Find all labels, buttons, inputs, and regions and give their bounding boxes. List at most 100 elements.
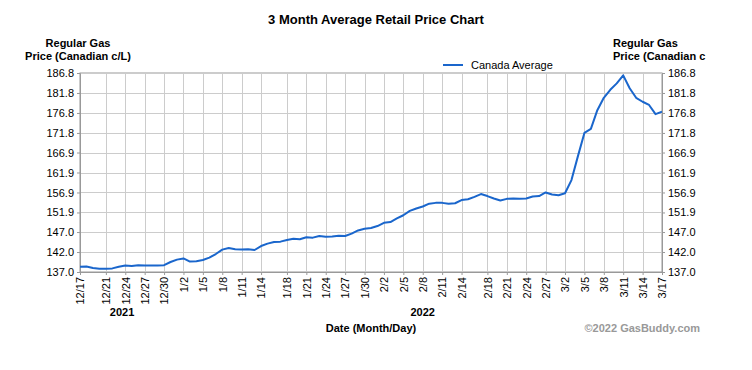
x-tick-label: 12/21 (100, 277, 112, 305)
credit: ©2022 GasBuddy.com (585, 322, 701, 334)
x-tick-label: 1/11 (236, 277, 248, 298)
y2-tick-mark (662, 113, 665, 114)
y2-tick: 176.8 (662, 107, 696, 119)
grid-line-x (326, 73, 327, 272)
y2-tick-mark (662, 93, 665, 94)
grid-line-x (604, 73, 605, 272)
y2-tick-label: 186.8 (668, 67, 696, 79)
y2-tick-label: 161.9 (668, 167, 696, 179)
y-tick: 176.8 (46, 107, 80, 119)
x-tick-label: 3/8 (598, 277, 610, 292)
grid-line-x (261, 73, 262, 272)
y-axis-line (77, 74, 81, 273)
x-tick-label: 2/2 (378, 277, 390, 292)
grid-line-x (345, 73, 346, 272)
y-tick: 181.8 (46, 87, 80, 99)
y2-tick-label: 151.9 (668, 206, 696, 218)
y-tick-label: 166.9 (46, 147, 74, 159)
y-tick: 161.9 (46, 167, 80, 179)
y2-tick-label: 137.0 (668, 266, 696, 278)
grid-line-x (242, 73, 243, 272)
y-tick-mark (77, 113, 80, 114)
grid-line-x (164, 73, 165, 272)
grid-line-x (462, 73, 463, 272)
grid-line-x (546, 73, 547, 272)
x-tick-mark (306, 272, 307, 275)
x-tick-label: 2/24 (521, 277, 533, 298)
y-tick: 137.0 (46, 266, 80, 278)
x-tick-mark (203, 272, 204, 275)
y2-tick-label: 181.8 (668, 87, 696, 99)
x-tick-label: 3/14 (637, 277, 649, 298)
y2-axis: 137.0142.0147.0151.9156.9161.9166.9171.8… (662, 67, 696, 278)
y2-tick: 161.9 (662, 167, 696, 179)
y-axis-title-line: Price (Canadian c/L) (25, 50, 131, 62)
y-tick-label: 176.8 (46, 107, 74, 119)
y-tick-mark (77, 192, 80, 193)
x-tick-mark (442, 272, 443, 275)
x-tick-mark (462, 272, 463, 275)
y2-tick: 151.9 (662, 206, 696, 218)
x-tick-label: 2/21 (501, 277, 513, 298)
x-tick: 12/21 (100, 272, 112, 305)
x-axis-title: Date (Month/Day) (326, 322, 417, 334)
x-tick-label: 1/14 (255, 277, 267, 298)
x-tick: 1/14 (255, 272, 267, 298)
y-tick-mark (77, 93, 80, 94)
x-axis-line (81, 273, 663, 276)
grid-line-y (80, 212, 662, 213)
x-tick-mark (565, 272, 566, 275)
x-tick-label: 1/18 (281, 277, 293, 298)
x-tick: 1/30 (359, 272, 371, 298)
y-tick-mark (77, 133, 80, 134)
x-tick: 2/5 (398, 272, 410, 292)
x-tick: 12/27 (139, 272, 151, 305)
x-tick-mark (80, 272, 81, 275)
y-tick-label: 156.9 (46, 186, 74, 198)
x-tick-label: 3/17 (656, 277, 668, 298)
y-tick-label: 181.8 (46, 87, 74, 99)
y-tick-mark (77, 173, 80, 174)
y-axis: 137.0142.0147.0151.9156.9161.9166.9171.8… (46, 67, 80, 278)
x-tick-mark (623, 272, 624, 275)
y2-tick-label: 147.0 (668, 226, 696, 238)
y-axis-title: Regular GasPrice (Canadian c/L) (25, 37, 131, 62)
x-tick-mark (487, 272, 488, 275)
x-tick: 3/2 (559, 272, 571, 292)
series-line (80, 75, 662, 268)
x-tick: 3/14 (637, 272, 649, 298)
y2-axis-line (663, 74, 666, 273)
x-tick: 2/18 (482, 272, 494, 298)
x-tick: 2/11 (436, 272, 448, 298)
x-tick-mark (403, 272, 404, 275)
y-axis-title-line: Regular Gas (46, 37, 111, 49)
y2-tick: 186.8 (662, 67, 696, 79)
y-tick-label: 137.0 (46, 266, 74, 278)
y2-axis-title-line: Price (Canadian c (613, 50, 705, 62)
grid-line-y (80, 252, 662, 253)
x-tick-mark (326, 272, 327, 275)
y-tick-label: 142.0 (46, 246, 74, 258)
x-tick-label: 1/27 (339, 277, 351, 298)
grid-line-y (80, 192, 662, 193)
x-tick-label: 1/30 (359, 277, 371, 298)
x-tick: 2/2 (378, 272, 390, 292)
chart-container: 137.0142.0147.0151.9156.9161.9166.9171.8… (0, 0, 752, 370)
y2-tick: 166.9 (662, 147, 696, 159)
legend-swatch (443, 64, 463, 66)
y-tick: 166.9 (46, 147, 80, 159)
legend: Canada Average (443, 59, 553, 71)
x-tick-mark (662, 272, 663, 275)
x-tick-mark (643, 272, 644, 275)
grid-line-x (365, 73, 366, 272)
x-tick-label: 1/21 (301, 277, 313, 298)
grid-line-y (80, 73, 662, 74)
y2-tick-mark (662, 232, 665, 233)
x-tick-mark (384, 272, 385, 275)
grid-line-x (403, 73, 404, 272)
x-tick-mark (222, 272, 223, 275)
x-tick-mark (423, 272, 424, 275)
grid-line-x (623, 73, 624, 272)
x-tick-mark (145, 272, 146, 275)
x-tick-mark (546, 272, 547, 275)
